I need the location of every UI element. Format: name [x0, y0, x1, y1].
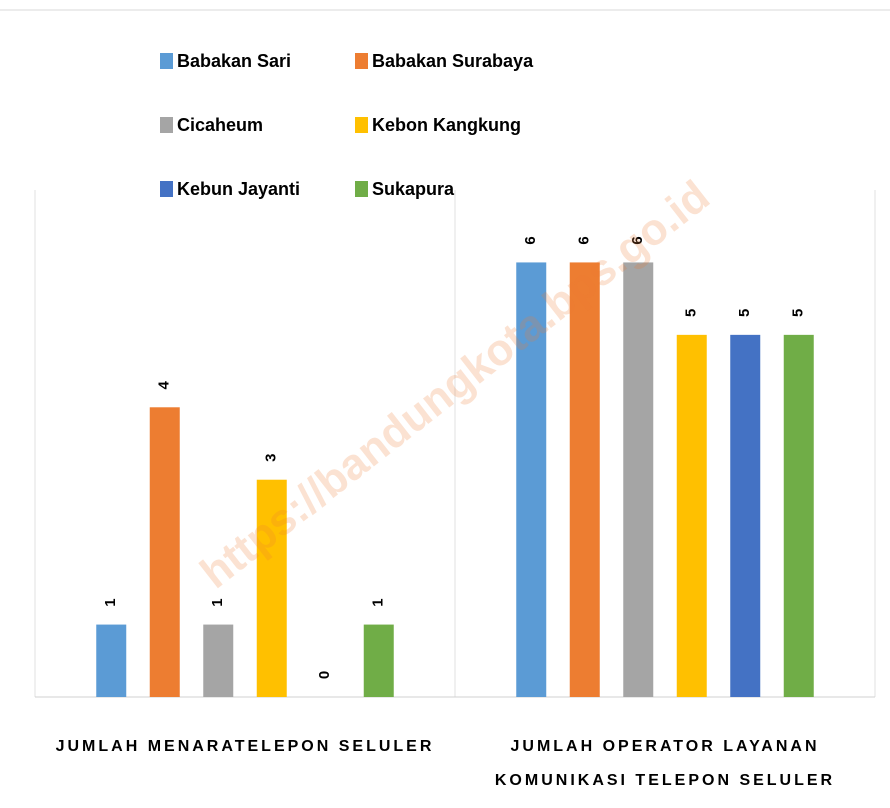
legend-item: Kebon Kangkung	[355, 112, 550, 138]
legend-label: Babakan Surabaya	[372, 50, 534, 71]
data-label: 5	[736, 309, 753, 317]
data-label: 6	[522, 236, 539, 244]
bar	[569, 262, 600, 697]
bar	[203, 624, 234, 697]
legend-label: Sukapura	[372, 178, 455, 199]
bar	[96, 624, 127, 697]
data-label: 5	[790, 309, 807, 317]
data-label: 5	[683, 309, 700, 317]
legend: Babakan Sari Babakan Surabaya Cicaheum Kebo…	[160, 48, 720, 202]
legend-item: Babakan Sari	[160, 48, 355, 74]
data-label: 1	[209, 598, 226, 606]
x-tick-label: JUMLAH MENARATELEPON SELULER	[55, 738, 435, 755]
legend-label: Babakan Sari	[177, 50, 292, 71]
legend-swatch	[160, 117, 173, 133]
legend-swatch	[355, 181, 368, 197]
legend-swatch	[160, 181, 173, 197]
bar	[516, 262, 547, 697]
legend-item: Kebun Jayanti	[160, 176, 355, 202]
legend-label: Kebun Jayanti	[177, 178, 301, 199]
data-label: 6	[629, 236, 646, 244]
bar	[149, 407, 180, 697]
data-label: 4	[156, 380, 173, 389]
legend-swatch	[355, 53, 368, 69]
legend-label: Cicaheum	[177, 114, 264, 135]
bar	[363, 624, 394, 697]
legend-item: Babakan Surabaya	[355, 48, 550, 74]
bar	[783, 334, 814, 697]
legend-item: Sukapura	[355, 176, 550, 202]
bar	[730, 334, 761, 697]
data-label: 3	[263, 454, 280, 462]
data-label: 1	[102, 598, 119, 606]
bar	[256, 479, 287, 697]
data-label: 1	[370, 598, 387, 606]
bar	[676, 334, 707, 697]
data-label: 6	[576, 236, 593, 244]
legend-label: Kebon Kangkung	[372, 114, 521, 135]
x-tick-label: JUMLAH OPERATOR LAYANAN KOMUNIKASI TELEP…	[494, 738, 836, 789]
legend-item: Cicaheum	[160, 112, 355, 138]
data-label: 0	[316, 671, 333, 679]
legend-swatch	[355, 117, 368, 133]
legend-swatch	[160, 53, 173, 69]
bar	[623, 262, 654, 697]
